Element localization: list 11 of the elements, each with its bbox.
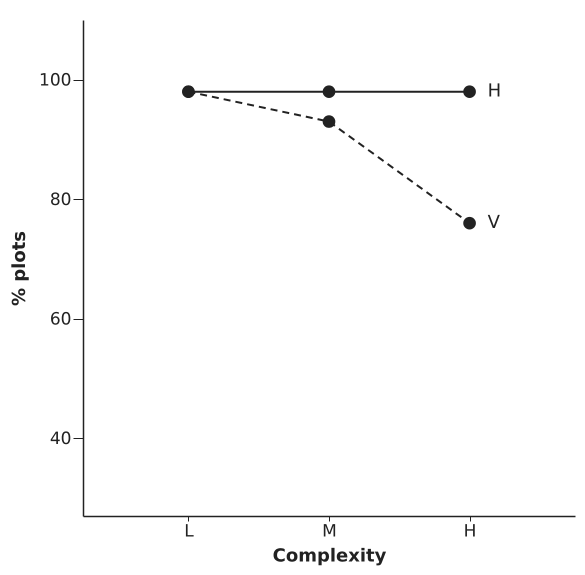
y-tick-label: 100 [39, 70, 72, 90]
x-axis-title: Complexity [272, 546, 387, 566]
y-tick-label: 80 [50, 190, 72, 210]
y-axis-title: % plots [9, 230, 30, 306]
x-tick-label: H [464, 522, 476, 542]
series-label: V [488, 212, 501, 234]
series-label: H [488, 80, 502, 102]
y-tick-label: 40 [50, 428, 72, 449]
y-tick-label: 60 [50, 309, 72, 330]
x-tick-label: L [184, 522, 194, 542]
x-tick-label: M [322, 522, 337, 542]
